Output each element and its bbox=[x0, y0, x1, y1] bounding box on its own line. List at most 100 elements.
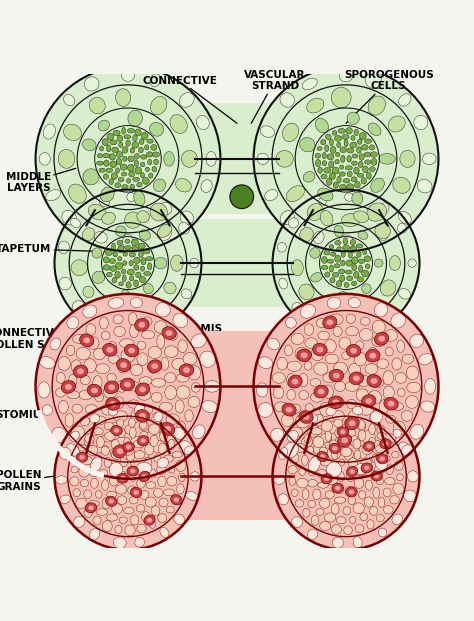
Ellipse shape bbox=[401, 445, 413, 456]
Ellipse shape bbox=[406, 396, 418, 409]
Text: TAPETUM: TAPETUM bbox=[0, 244, 95, 254]
Ellipse shape bbox=[120, 378, 135, 391]
Ellipse shape bbox=[120, 362, 127, 368]
Ellipse shape bbox=[377, 432, 386, 440]
Ellipse shape bbox=[135, 129, 141, 136]
Ellipse shape bbox=[280, 93, 294, 107]
Ellipse shape bbox=[369, 353, 376, 359]
Ellipse shape bbox=[143, 250, 150, 253]
Ellipse shape bbox=[123, 261, 127, 265]
Ellipse shape bbox=[273, 386, 284, 399]
Ellipse shape bbox=[91, 478, 98, 488]
Ellipse shape bbox=[330, 278, 335, 283]
Ellipse shape bbox=[170, 115, 187, 134]
Ellipse shape bbox=[323, 373, 337, 383]
Ellipse shape bbox=[327, 462, 341, 477]
Ellipse shape bbox=[365, 470, 376, 477]
Ellipse shape bbox=[149, 365, 158, 373]
Ellipse shape bbox=[124, 135, 131, 139]
Ellipse shape bbox=[139, 490, 149, 499]
Ellipse shape bbox=[112, 278, 117, 283]
Ellipse shape bbox=[110, 140, 117, 145]
Ellipse shape bbox=[173, 313, 188, 328]
Polygon shape bbox=[84, 436, 172, 437]
Ellipse shape bbox=[86, 324, 96, 335]
Ellipse shape bbox=[322, 161, 327, 166]
Ellipse shape bbox=[277, 357, 287, 370]
Ellipse shape bbox=[311, 347, 324, 361]
Ellipse shape bbox=[378, 528, 387, 537]
Ellipse shape bbox=[377, 425, 385, 434]
Ellipse shape bbox=[158, 224, 172, 237]
Ellipse shape bbox=[286, 186, 305, 202]
Ellipse shape bbox=[375, 445, 385, 453]
Ellipse shape bbox=[130, 365, 143, 376]
Polygon shape bbox=[302, 210, 390, 223]
Ellipse shape bbox=[85, 434, 94, 443]
Ellipse shape bbox=[344, 140, 348, 147]
Ellipse shape bbox=[115, 525, 122, 533]
Ellipse shape bbox=[364, 466, 370, 470]
Ellipse shape bbox=[125, 344, 139, 357]
Ellipse shape bbox=[171, 495, 182, 505]
Ellipse shape bbox=[110, 448, 121, 458]
Ellipse shape bbox=[148, 347, 162, 359]
Ellipse shape bbox=[347, 171, 352, 177]
Ellipse shape bbox=[317, 347, 323, 353]
Ellipse shape bbox=[121, 172, 127, 176]
Ellipse shape bbox=[399, 94, 411, 106]
Ellipse shape bbox=[200, 351, 215, 368]
Ellipse shape bbox=[346, 260, 352, 266]
Ellipse shape bbox=[376, 514, 384, 522]
Ellipse shape bbox=[100, 187, 114, 202]
Ellipse shape bbox=[371, 378, 378, 384]
Ellipse shape bbox=[329, 139, 334, 146]
Ellipse shape bbox=[139, 471, 150, 482]
Ellipse shape bbox=[374, 332, 389, 345]
Ellipse shape bbox=[84, 359, 96, 373]
Text: EPIDERMIS: EPIDERMIS bbox=[157, 324, 222, 348]
Ellipse shape bbox=[315, 153, 321, 158]
Ellipse shape bbox=[88, 204, 106, 220]
Ellipse shape bbox=[341, 155, 345, 163]
Ellipse shape bbox=[84, 77, 99, 91]
Ellipse shape bbox=[138, 243, 145, 249]
Ellipse shape bbox=[113, 315, 123, 324]
Circle shape bbox=[254, 294, 438, 479]
Ellipse shape bbox=[61, 381, 75, 393]
Ellipse shape bbox=[299, 391, 309, 399]
Ellipse shape bbox=[359, 153, 364, 160]
Ellipse shape bbox=[190, 472, 200, 481]
Ellipse shape bbox=[130, 184, 135, 189]
Ellipse shape bbox=[135, 319, 149, 331]
Ellipse shape bbox=[140, 155, 146, 159]
Ellipse shape bbox=[129, 497, 138, 504]
Ellipse shape bbox=[347, 155, 351, 162]
Ellipse shape bbox=[130, 148, 135, 153]
Ellipse shape bbox=[132, 142, 139, 148]
Ellipse shape bbox=[126, 282, 131, 288]
Ellipse shape bbox=[332, 483, 343, 493]
Ellipse shape bbox=[141, 173, 145, 178]
Ellipse shape bbox=[123, 156, 127, 161]
Ellipse shape bbox=[367, 374, 382, 388]
Ellipse shape bbox=[287, 361, 301, 371]
Ellipse shape bbox=[360, 513, 368, 520]
Ellipse shape bbox=[139, 420, 147, 429]
Ellipse shape bbox=[338, 292, 348, 300]
Ellipse shape bbox=[361, 463, 373, 473]
Ellipse shape bbox=[141, 258, 146, 265]
Ellipse shape bbox=[110, 266, 117, 271]
Ellipse shape bbox=[329, 173, 336, 179]
Ellipse shape bbox=[103, 153, 110, 158]
Ellipse shape bbox=[383, 455, 390, 462]
Ellipse shape bbox=[129, 260, 133, 266]
Ellipse shape bbox=[401, 410, 413, 421]
Ellipse shape bbox=[352, 161, 357, 165]
Ellipse shape bbox=[307, 446, 314, 454]
Ellipse shape bbox=[353, 537, 362, 548]
Ellipse shape bbox=[345, 381, 359, 391]
Ellipse shape bbox=[295, 500, 304, 507]
Ellipse shape bbox=[109, 463, 123, 477]
Ellipse shape bbox=[331, 88, 351, 107]
